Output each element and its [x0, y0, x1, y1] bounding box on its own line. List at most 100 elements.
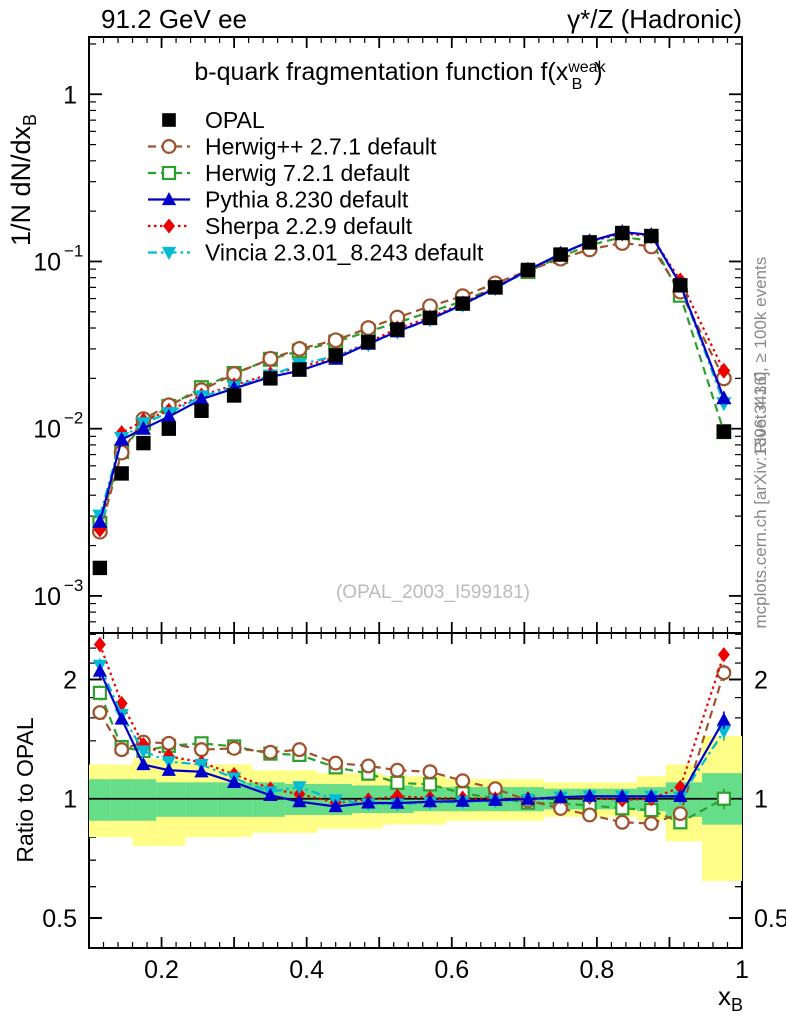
y-tick-label-ratio-right: 0.5	[754, 905, 786, 933]
data-marker	[114, 431, 130, 446]
data-marker	[717, 647, 730, 663]
series-sherpa	[93, 225, 731, 538]
data-marker	[553, 789, 568, 803]
data-marker	[136, 435, 151, 451]
data-marker	[672, 806, 688, 822]
y-tick-label-ratio: 1	[63, 786, 77, 814]
data-marker	[390, 322, 405, 337]
data-marker	[455, 773, 471, 789]
inner-error-band	[132, 779, 157, 821]
data-marker	[716, 424, 732, 439]
data-marker	[582, 235, 597, 250]
y-tick-label-ratio-right: 1	[754, 786, 768, 814]
y-tick-label-ratio-right: 2	[754, 666, 768, 694]
rivet-version-label: Rivet 4.1.0, ≥ 100k events	[751, 257, 770, 453]
data-marker	[328, 348, 343, 363]
main-panel-frame	[88, 36, 743, 634]
data-marker	[161, 756, 176, 770]
data-marker	[163, 218, 175, 234]
data-marker	[161, 762, 176, 776]
data-marker	[136, 745, 151, 759]
data-marker	[614, 814, 630, 830]
data-marker	[92, 513, 108, 528]
y-tick-exponent-main: −2	[64, 409, 83, 428]
legend-label-opal: OPAL	[205, 107, 265, 133]
data-marker	[194, 764, 209, 778]
y-axis-title-main: 1/N dN/dxB	[6, 114, 40, 246]
plot-title: b-quark fragmentation function f(xweak B)	[194, 58, 606, 93]
mcplots-reference-label: mcplots.cern.ch [arXiv:1306.3436]	[751, 371, 770, 628]
data-marker	[92, 705, 108, 721]
legend-label-herwigpp: Herwig++ 2.7.1 default	[205, 134, 437, 160]
data-marker	[292, 781, 307, 795]
data-marker	[161, 192, 177, 206]
data-marker	[136, 757, 151, 771]
y-tick-label-main: 10	[33, 416, 61, 444]
data-marker	[422, 777, 438, 792]
data-marker	[644, 788, 659, 802]
x-tick-label: 0.4	[289, 956, 324, 984]
series-pythia	[92, 224, 732, 528]
data-marker	[263, 371, 278, 386]
series-line	[98, 241, 725, 533]
data-marker	[194, 403, 209, 418]
data-marker	[455, 793, 470, 807]
data-marker	[615, 788, 630, 802]
data-marker	[292, 362, 307, 377]
analysis-id-watermark: (OPAL_2003_I599181)	[336, 582, 530, 603]
data-marker	[422, 764, 438, 780]
ratio-series-pythia	[92, 663, 731, 813]
data-marker	[520, 262, 536, 278]
uncertainty-bands	[89, 735, 742, 881]
data-marker	[361, 795, 376, 809]
data-marker	[226, 740, 242, 756]
main-series-layer	[91, 224, 732, 540]
data-marker	[162, 113, 176, 127]
y-axis-title-ratio: Ratio to OPAL	[12, 717, 38, 863]
data-marker	[161, 408, 177, 423]
data-marker	[360, 320, 377, 336]
data-marker	[716, 712, 731, 726]
data-marker	[92, 663, 108, 677]
ratio-series-layer	[92, 637, 732, 831]
data-marker	[161, 246, 177, 260]
data-marker	[93, 637, 106, 653]
data-marker	[716, 791, 731, 806]
x-tick-label: 0.2	[144, 956, 179, 984]
data-marker	[161, 421, 177, 436]
series-herwig7	[92, 229, 732, 531]
data-marker	[716, 725, 731, 739]
y-tick-label-ratio: 0.5	[42, 905, 77, 933]
data-marker	[615, 225, 630, 241]
data-marker	[92, 685, 107, 700]
data-marker	[161, 165, 177, 181]
data-marker	[488, 280, 503, 295]
data-marker	[422, 310, 438, 326]
header-left-label: 91.2 GeV ee	[101, 4, 247, 34]
y-tick-label-main: 10	[33, 248, 61, 276]
data-marker	[328, 798, 343, 813]
data-marker	[644, 228, 659, 244]
data-marker	[488, 792, 503, 806]
data-marker	[328, 755, 344, 771]
legend-label-pythia: Pythia 8.230 default	[205, 187, 409, 213]
series-line	[98, 235, 725, 524]
data-marker	[360, 758, 376, 774]
data-marker	[361, 334, 376, 350]
y-tick-exponent-main: −3	[64, 576, 83, 595]
data-marker	[455, 296, 470, 311]
data-marker	[390, 775, 405, 790]
y-tick-exponent-main: −1	[64, 241, 83, 260]
data-marker	[390, 795, 405, 809]
data-marker	[582, 807, 598, 823]
data-marker	[114, 466, 129, 481]
y-tick-label-main: 10	[33, 583, 61, 611]
data-marker	[582, 788, 597, 802]
x-axis-title: xB	[718, 981, 743, 1015]
series-line	[98, 230, 725, 516]
data-marker	[327, 332, 344, 349]
